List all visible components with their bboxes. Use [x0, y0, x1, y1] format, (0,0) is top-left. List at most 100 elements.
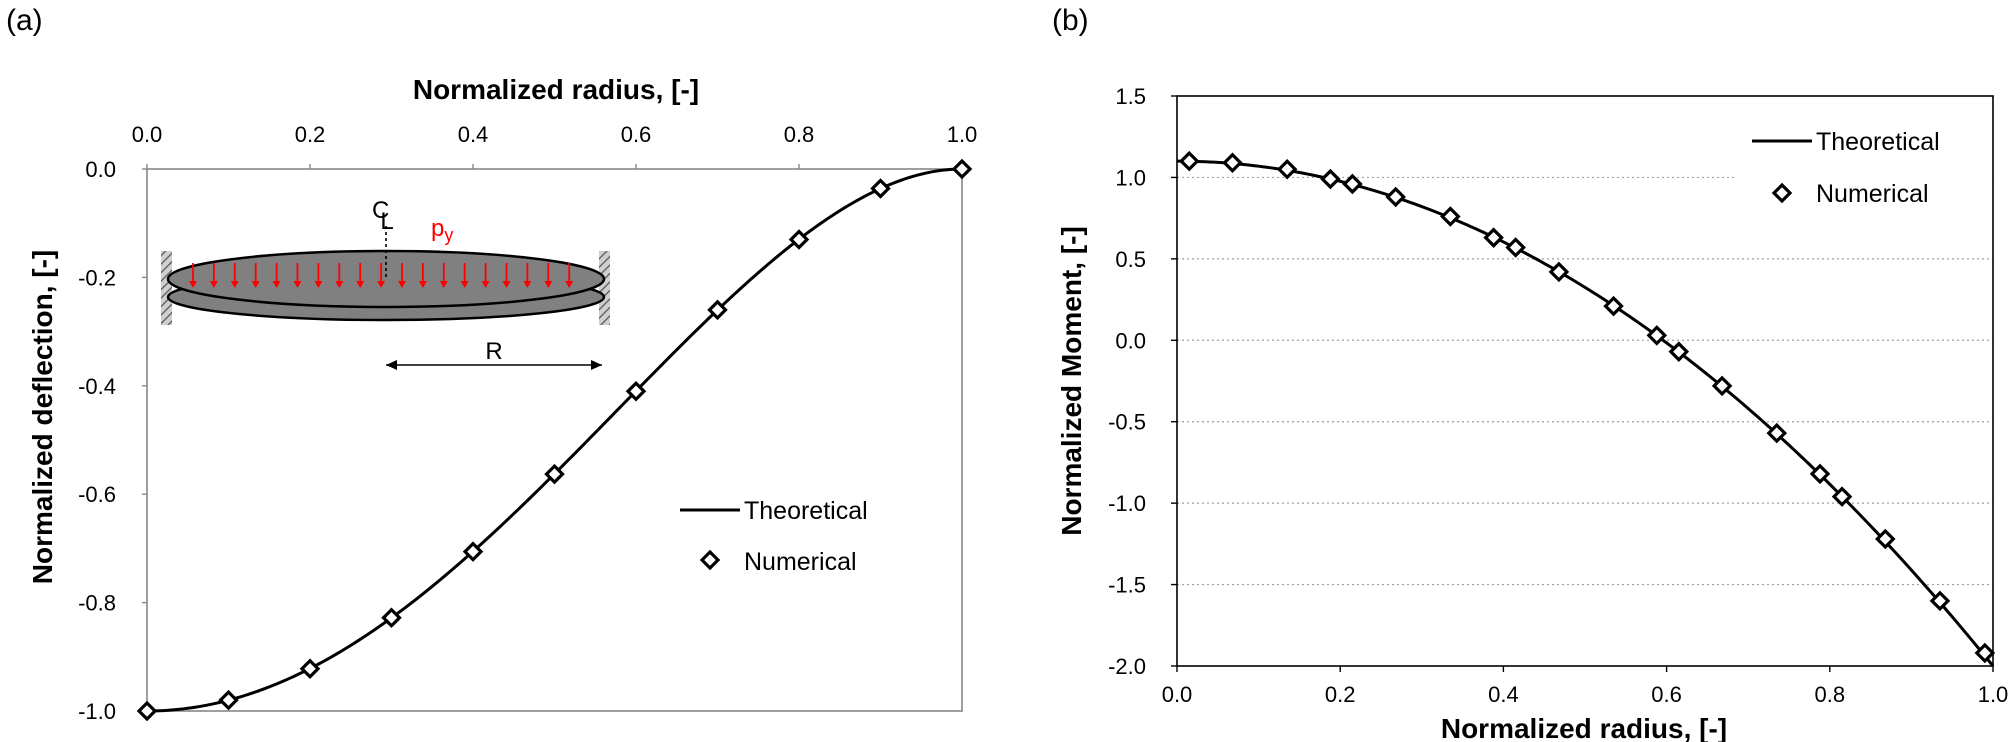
y-tick-label-a: -1.0 — [78, 699, 116, 724]
numerical-point-b — [1974, 642, 1996, 664]
load-arrow-head — [418, 281, 427, 288]
y-tick-label-b: -2.0 — [1108, 654, 1146, 679]
load-arrow-head — [272, 281, 281, 288]
x-tick-label-b: 0.8 — [1815, 682, 1846, 707]
load-arrow-head — [335, 281, 344, 288]
x-tick-label-a: 0.8 — [784, 122, 815, 147]
x-tick-label-a: 0.4 — [458, 122, 489, 147]
clamped-support-right — [599, 251, 610, 325]
y-tick-label-a: -0.4 — [78, 374, 116, 399]
plate-upper-surface — [166, 249, 606, 309]
numerical-point-a — [544, 463, 565, 485]
numerical-point-b — [1385, 186, 1406, 208]
x-tick-label-b: 0.6 — [1651, 682, 1682, 707]
load-arrow-head — [398, 281, 406, 288]
numerical-point-b — [1831, 486, 1853, 507]
legend-a-theoretical: Theoretical — [744, 497, 868, 525]
x-axis-title-a: Normalized radius, [-] — [413, 74, 699, 105]
numerical-point-b — [1875, 528, 1896, 550]
load-arrow-head — [377, 281, 386, 288]
load-arrow-head — [314, 281, 323, 288]
y-axis-title-b: Normalized Moment, [-] — [1056, 226, 1087, 536]
numerical-point-b — [1342, 173, 1363, 195]
numerical-point-a — [462, 541, 484, 562]
centerline-label-c: C — [372, 197, 389, 224]
numerical-point-b — [1548, 261, 1570, 283]
y-tick-label-a: -0.8 — [78, 591, 116, 616]
numerical-point-a — [707, 299, 728, 321]
numerical-point-a — [218, 689, 239, 711]
y-tick-label-b: 0.5 — [1115, 247, 1146, 272]
x-tick-label-b: 0.0 — [1162, 682, 1193, 707]
legend-a-numerical: Numerical — [744, 548, 857, 576]
load-arrow-head — [189, 281, 197, 288]
load-arrow-head — [230, 281, 239, 288]
load-arrow-head — [481, 281, 490, 288]
numerical-point-a — [299, 658, 321, 679]
plot-frame-b — [1176, 95, 1994, 667]
radius-label: R — [485, 338, 502, 365]
load-arrow-head — [460, 281, 469, 288]
y-tick-label-a: -0.2 — [78, 265, 116, 290]
numerical-point-b — [1929, 590, 1951, 612]
radius-arrowhead-right — [591, 360, 602, 370]
numerical-point-a — [870, 178, 891, 199]
numerical-point-b — [1809, 463, 1831, 485]
legend-a-diamond-swatch — [699, 549, 721, 571]
numerical-point-b — [1711, 375, 1733, 397]
theoretical-curve-b — [1176, 159, 1995, 667]
x-tick-label-b: 0.2 — [1325, 682, 1356, 707]
y-tick-label-a: -0.6 — [78, 482, 116, 507]
y-tick-label-b: -1.0 — [1108, 491, 1146, 516]
load-arrow-head — [523, 281, 532, 288]
centerline-label: CL — [372, 197, 394, 235]
distributed-load — [189, 263, 574, 288]
x-tick-label-a: 0.6 — [621, 122, 652, 147]
plate-inset: CL py R — [161, 197, 610, 370]
load-arrow-head — [439, 281, 448, 288]
y-tick-label-a: 0.0 — [85, 157, 116, 182]
load-arrow-head — [356, 281, 365, 288]
load-arrow-head — [251, 281, 260, 288]
load-label-p: p — [431, 215, 444, 242]
legend-b-numerical: Numerical — [1816, 180, 1929, 208]
x-tick-label-a: 1.0 — [947, 122, 978, 147]
numerical-point-b — [1320, 168, 1341, 190]
chart-b: (b) 1.5 1.0 0.5 0.0 -0.5 -1.0 -1.5 -2.0 0.0 0.2 0.… — [1052, 4, 2008, 742]
numerical-point-a — [951, 158, 973, 180]
numerical-point-b — [1505, 237, 1526, 258]
load-arrow-head — [293, 281, 302, 288]
x-tick-label-b: 0.4 — [1488, 682, 1519, 707]
theoretical-curve-a — [146, 167, 963, 713]
numerical-point-a — [381, 607, 402, 629]
panel-label-a: (a) — [6, 4, 43, 37]
load-arrow-head — [502, 281, 511, 288]
load-arrow-head — [209, 281, 218, 288]
numerical-point-b — [1766, 422, 1788, 444]
numerical-point-b — [1276, 159, 1298, 180]
x-axis-title-b: Normalized radius, [-] — [1441, 713, 1727, 742]
numerical-point-b — [1222, 152, 1243, 174]
legend-b-diamond-swatch — [1771, 182, 1793, 204]
radius-arrowhead-left — [386, 360, 397, 370]
legend-b: Theoretical Numerical — [1752, 128, 1940, 208]
plot-frame-a — [146, 168, 963, 712]
centerline-label-l: L — [380, 208, 393, 235]
y-axis-title-a: Normalized deflection, [-] — [27, 250, 58, 584]
legend-b-theoretical: Theoretical — [1816, 128, 1940, 156]
numerical-point-a — [788, 229, 810, 250]
x-tick-label-a: 0.2 — [295, 122, 326, 147]
numerical-point-b — [1668, 341, 1690, 362]
load-arrow-head — [565, 281, 574, 288]
x-tick-label-b: 1.0 — [1978, 682, 2008, 707]
numerical-point-b — [1483, 227, 1504, 248]
numerical-point-b — [1440, 206, 1461, 227]
y-tick-label-b: 0.0 — [1115, 328, 1146, 353]
y-tick-label-b: 1.0 — [1115, 165, 1146, 190]
legend-a: Theoretical Numerical — [680, 497, 868, 576]
numerical-point-a — [136, 700, 158, 722]
load-label: py — [431, 215, 453, 245]
panel-label-b: (b) — [1052, 4, 1089, 37]
load-arrow-head — [544, 281, 553, 288]
